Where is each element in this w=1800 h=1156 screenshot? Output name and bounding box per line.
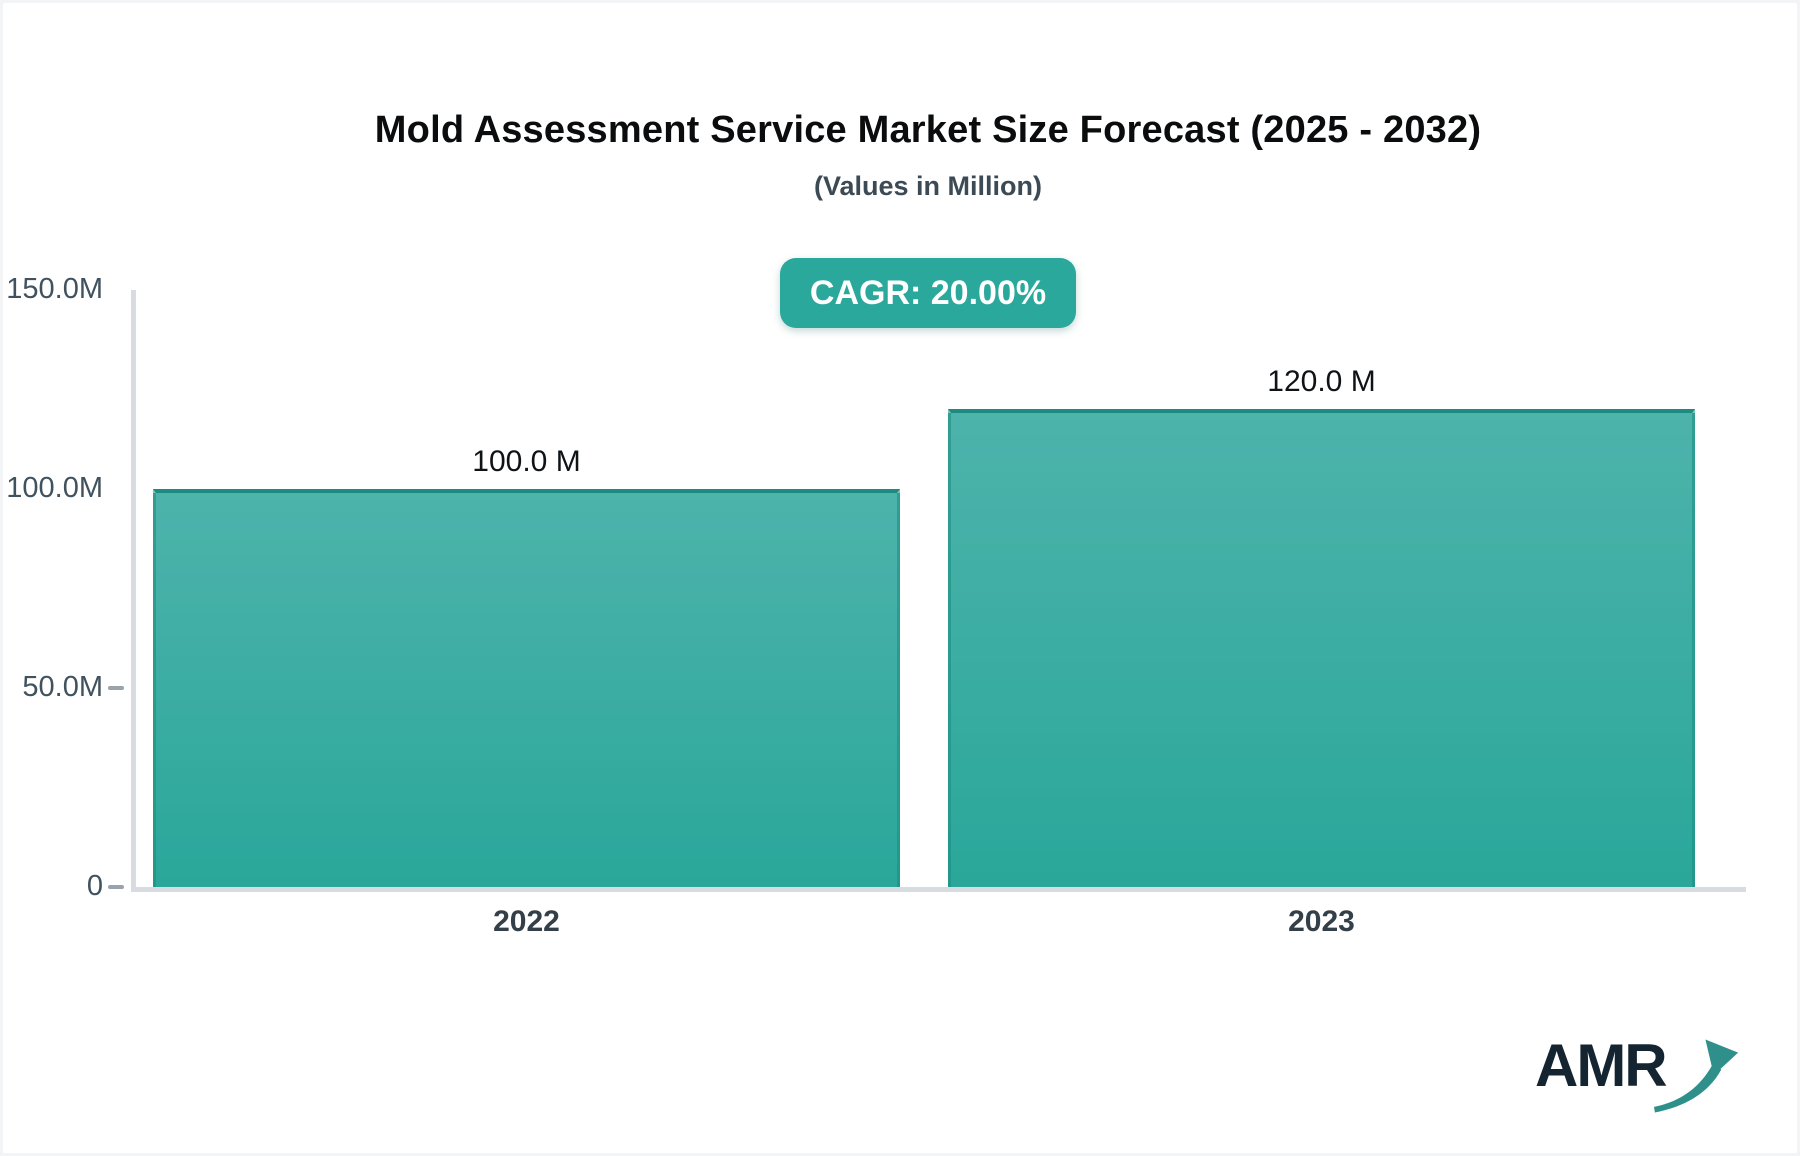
x-axis-line [131, 887, 1746, 892]
y-axis-tick-label: 50.0M [22, 671, 103, 703]
plot-area: 100.0 M 2022 120.0 M 2023 150.0M 100.0M 50.0M 0 [3, 3, 1797, 1153]
chart-subtitle: (Values in Million) [813, 171, 1043, 201]
y-axis-tick-dash [108, 686, 124, 690]
y-axis-tick-label: 150.0M [6, 273, 103, 305]
y-axis-tick-label: 0 [86, 870, 103, 902]
trend-up-arrow-icon [1653, 1039, 1738, 1113]
bar-value-label: 100.0 M [472, 445, 581, 478]
bar-2023 [948, 409, 1695, 887]
amr-logo-text: AMR [1535, 1032, 1668, 1099]
bar-2022 [153, 489, 900, 887]
y-axis-line [131, 290, 136, 887]
chart-title: Mold Assessment Service Market Size Fore… [374, 109, 1482, 151]
x-axis-tick-label: 2022 [493, 905, 560, 938]
y-axis-tick-label: 100.0M [6, 472, 103, 504]
amr-logo: AMR [1535, 1033, 1740, 1115]
x-axis-tick-label: 2023 [1288, 905, 1355, 938]
cagr-badge: CAGR: 20.00% [780, 258, 1076, 328]
y-axis-tick-dash [108, 885, 124, 889]
cagr-badge-label: CAGR: 20.00% [809, 273, 1047, 312]
bar-value-label: 120.0 M [1267, 365, 1376, 399]
